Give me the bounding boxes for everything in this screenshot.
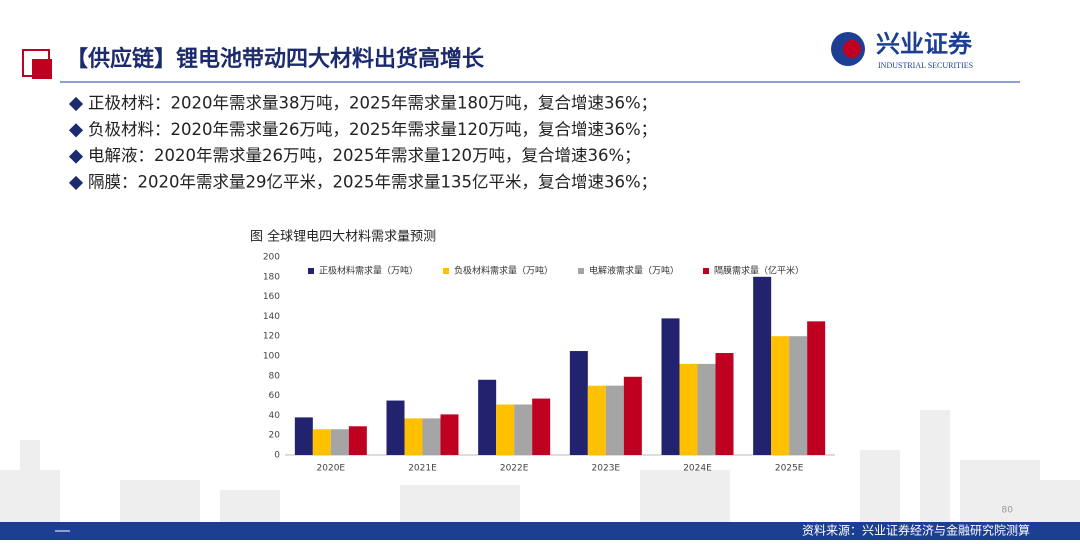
- legend-swatch: [443, 268, 449, 274]
- bar: [440, 414, 459, 455]
- logo-subtext: INDUSTRIAL SECURITIES: [878, 61, 973, 70]
- bar: [514, 404, 533, 455]
- y-tick-label: 160: [263, 292, 280, 302]
- bar: [587, 385, 606, 455]
- y-tick-label: 0: [274, 451, 280, 461]
- bullet-text: 电解液：2020年需求量26万吨，2025年需求量120万吨，复合增速36%；: [88, 146, 641, 165]
- legend-swatch: [308, 268, 314, 274]
- bullets: 正极材料：2020年需求量38万吨，2025年需求量180万吨，复合增速36%；…: [68, 94, 657, 191]
- legend-label: 电解液需求量（万吨）: [589, 265, 679, 277]
- page-number: 80: [1002, 506, 1014, 516]
- bar: [330, 429, 349, 455]
- bar: [789, 336, 808, 455]
- x-tick-label: 2022E: [500, 464, 529, 474]
- bar: [771, 336, 790, 455]
- bar: [404, 418, 423, 455]
- legend-label: 正极材料需求量（万吨）: [319, 265, 418, 277]
- bar: [386, 400, 405, 455]
- bar: [348, 426, 367, 455]
- bullet-text: 负极材料：2020年需求量26万吨，2025年需求量120万吨，复合增速36%；: [88, 120, 657, 139]
- bar: [753, 276, 772, 455]
- y-tick-label: 40: [269, 411, 281, 421]
- legend-label: 负极材料需求量（万吨）: [454, 265, 553, 277]
- legend-label: 隔膜需求量（亿平米）: [714, 265, 804, 277]
- bar: [697, 363, 716, 455]
- footer-bar: [0, 522, 1080, 540]
- x-tick-label: 2025E: [775, 464, 804, 474]
- logo-text: 兴业证券: [876, 30, 973, 58]
- y-tick-label: 200: [263, 253, 280, 263]
- bullet-text: 正极材料：2020年需求量38万吨，2025年需求量180万吨，复合增速36%；: [88, 94, 657, 113]
- bullet-text: 隔膜：2020年需求量29亿平米，2025年需求量135亿平米，复合增速36%；: [88, 172, 657, 191]
- bar: [478, 379, 497, 455]
- bar: [532, 398, 551, 455]
- bullet-icon: [68, 175, 84, 190]
- skyline: [0, 410, 1080, 522]
- legend-swatch: [703, 268, 709, 274]
- x-tick-label: 2023E: [592, 464, 621, 474]
- y-tick-label: 80: [269, 371, 281, 381]
- y-tick-label: 180: [263, 272, 280, 282]
- bullet-icon: [68, 149, 84, 164]
- y-tick-label: 60: [269, 391, 281, 401]
- bar: [715, 353, 734, 455]
- bar: [679, 363, 698, 455]
- bar: [807, 321, 826, 455]
- x-tick-label: 2021E: [408, 464, 437, 474]
- chart: 0 20 40 60 80 100 120 140 160 180 200 2020E 2021E 202…: [263, 253, 826, 474]
- legend-swatch: [578, 268, 584, 274]
- source: 资料来源：兴业证券经济与金融研究院测算: [802, 523, 1030, 538]
- bar: [623, 376, 642, 455]
- y-tick-label: 20: [269, 431, 281, 441]
- bullet-icon: [68, 123, 84, 138]
- bar: [422, 418, 441, 455]
- x-tick-label: 2024E: [683, 464, 712, 474]
- bar: [496, 404, 515, 455]
- y-tick-label: 120: [263, 332, 280, 342]
- bar: [312, 429, 331, 455]
- bar: [294, 417, 313, 455]
- bar: [605, 385, 624, 455]
- header-icon: [32, 59, 52, 79]
- x-tick-label: 2020E: [317, 464, 346, 474]
- bar: [569, 351, 588, 455]
- bullet-icon: [68, 96, 84, 112]
- logo-icon: [843, 40, 861, 58]
- chart-title: 图 全球锂电四大材料需求量预测: [250, 229, 436, 245]
- y-tick-label: 100: [263, 352, 280, 362]
- title: 【供应链】锂电池带动四大材料出货高增长: [66, 46, 485, 72]
- y-tick-label: 140: [263, 312, 280, 322]
- bar: [661, 318, 680, 455]
